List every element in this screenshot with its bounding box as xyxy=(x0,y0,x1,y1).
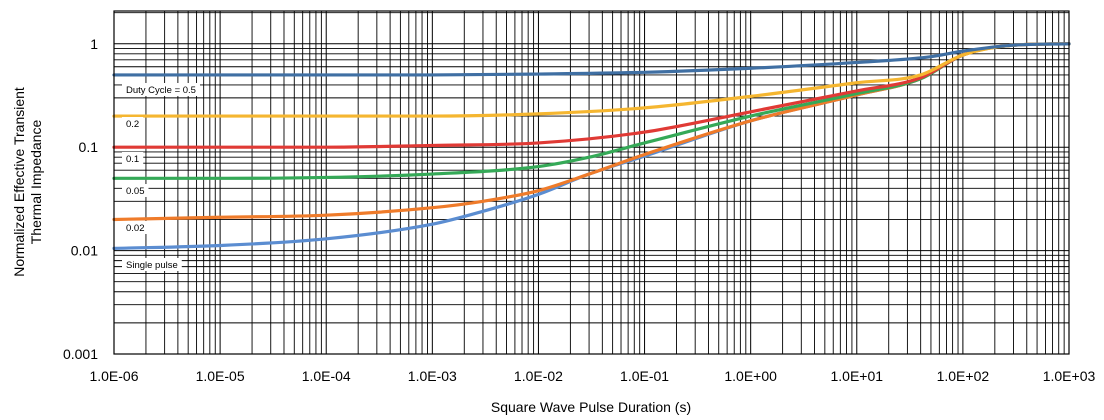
y-axis-label-line1: Normalized Effective Transient xyxy=(11,87,27,277)
series-annotation-box xyxy=(122,221,149,234)
series-line-0-02 xyxy=(112,42,1071,222)
y-axis-label-line2: Thermal Impedance xyxy=(28,120,44,245)
series-annotation: 0.02 xyxy=(122,221,149,234)
x-tick-label: 1.0E-06 xyxy=(89,368,138,384)
x-tick-label: 1.0E+03 xyxy=(1043,368,1096,384)
series-annotation-label: 0.05 xyxy=(126,186,145,197)
x-tick-label: 1.0E+02 xyxy=(937,368,990,384)
y-tick-label: 0.01 xyxy=(71,243,98,259)
x-tick-label: 1.0E-01 xyxy=(620,368,669,384)
series-annotation: Duty Cycle = 0.5 xyxy=(122,83,200,96)
x-tick-label: 1.0E-04 xyxy=(302,368,351,384)
x-tick-label: 1.0E+01 xyxy=(830,368,883,384)
annotations: Duty Cycle = 0.5 0.2 0.1 0.05 0.02 Single pul… xyxy=(122,83,200,271)
series-annotation-box xyxy=(122,117,144,130)
series-line-duty-cycle-0-5 xyxy=(112,42,1071,77)
y-tick-label: 0.001 xyxy=(63,346,98,362)
series-annotation-label: Single pulse xyxy=(126,260,178,271)
series-line-0-2 xyxy=(112,42,1071,118)
series-annotation-label: 0.02 xyxy=(126,223,145,234)
x-tick-label: 1.0E-02 xyxy=(514,368,563,384)
series-annotation-box xyxy=(122,184,149,197)
x-tick-label: 1.0E+00 xyxy=(724,368,777,384)
series-annotation-box xyxy=(122,152,144,165)
x-tick-label: 1.0E-05 xyxy=(196,368,245,384)
series-annotation: Single pulse xyxy=(122,258,182,271)
series-line-0-1 xyxy=(112,42,1071,149)
x-tick-label: 1.0E-03 xyxy=(408,368,457,384)
series-annotation-box xyxy=(122,83,200,96)
x-tick-labels: 1.0E-06 1.0E-05 1.0E-04 1.0E-03 1.0E-02 1.0E-… xyxy=(89,368,1095,384)
series-annotation-label: 0.2 xyxy=(126,119,139,130)
series-annotation: 0.05 xyxy=(122,184,149,197)
y-tick-labels: 0.001 0.01 0.1 1 xyxy=(63,36,98,362)
y-tick-label: 0.1 xyxy=(79,139,99,155)
grid xyxy=(114,11,1069,354)
series-layer xyxy=(112,42,1071,251)
series-annotation-label: Duty Cycle = 0.5 xyxy=(126,85,196,96)
y-tick-label: 1 xyxy=(90,36,98,52)
series-annotation-label: 0.1 xyxy=(126,154,139,165)
x-axis-label: Square Wave Pulse Duration (s) xyxy=(491,399,691,415)
series-annotation-box xyxy=(122,258,182,271)
plot-border xyxy=(113,10,1070,355)
series-annotation: 0.1 xyxy=(122,152,144,165)
series-annotation: 0.2 xyxy=(122,117,144,130)
